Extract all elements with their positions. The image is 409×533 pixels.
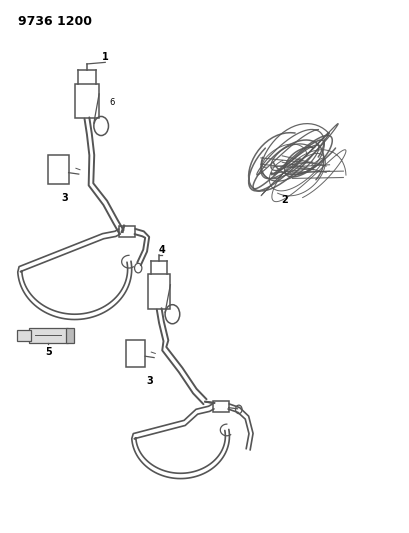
Text: 4: 4 [158, 245, 165, 255]
FancyBboxPatch shape [48, 155, 68, 184]
FancyBboxPatch shape [74, 84, 99, 118]
FancyBboxPatch shape [148, 274, 170, 309]
Text: 2: 2 [280, 195, 287, 205]
FancyBboxPatch shape [65, 328, 74, 343]
Text: 9736 1200: 9736 1200 [18, 14, 92, 28]
FancyBboxPatch shape [125, 340, 145, 367]
FancyBboxPatch shape [17, 330, 31, 341]
Text: 1: 1 [101, 52, 108, 62]
Text: 5: 5 [45, 347, 52, 357]
Text: 6: 6 [109, 99, 115, 108]
Text: 3: 3 [61, 193, 68, 203]
FancyBboxPatch shape [213, 401, 228, 413]
FancyBboxPatch shape [119, 225, 135, 237]
Text: 3: 3 [146, 376, 153, 386]
FancyBboxPatch shape [29, 328, 67, 343]
